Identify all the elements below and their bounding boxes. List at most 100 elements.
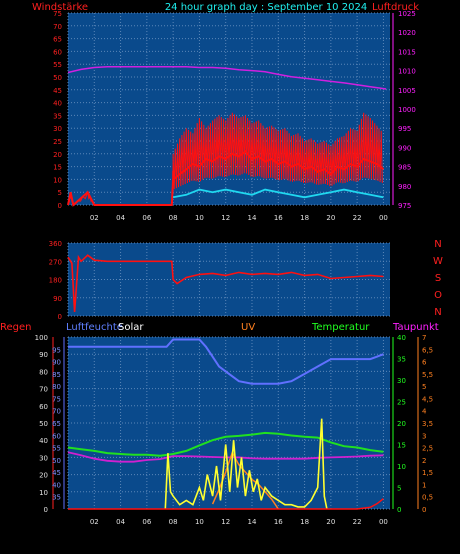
rain-ytick-label: 40 bbox=[39, 437, 48, 445]
wind-xtick-label: 12 bbox=[221, 214, 230, 222]
uv-ytick-label: 2,5 bbox=[422, 445, 433, 453]
pressure-ytick-label: 1010 bbox=[398, 68, 416, 76]
wind-ytick-label: 10 bbox=[53, 176, 62, 184]
wind-ytick-label: 45 bbox=[53, 87, 62, 95]
humidity-ytick-label: 95 bbox=[52, 346, 61, 354]
uv-ytick-label: 7 bbox=[422, 334, 426, 342]
wind-axis-label: Windstärke bbox=[32, 2, 88, 13]
pressure-ytick-label: 1000 bbox=[398, 106, 416, 114]
compass-label: N bbox=[434, 307, 441, 318]
rain-ytick-label: 60 bbox=[39, 403, 48, 411]
humidity-ytick-label: 75 bbox=[52, 395, 61, 403]
pressure-axis-label: Luftdruck bbox=[372, 2, 419, 13]
temperature-ytick-label: 10 bbox=[397, 463, 406, 471]
climate-xtick-label: 02 bbox=[90, 518, 99, 526]
temperature-ytick-label: 0 bbox=[397, 506, 401, 514]
uv-ytick-label: 6,5 bbox=[422, 346, 433, 354]
humidity-ytick-label: 90 bbox=[52, 359, 61, 367]
wind-xtick-label: 08 bbox=[169, 214, 178, 222]
wind-ytick-label: 70 bbox=[53, 23, 62, 31]
temperature-ytick-label: 30 bbox=[397, 377, 406, 385]
wind-ytick-label: 55 bbox=[53, 61, 62, 69]
wind-xtick-label: 00 bbox=[379, 214, 388, 222]
pressure-ytick-label: 975 bbox=[398, 202, 411, 210]
uv-ytick-label: 0 bbox=[422, 506, 426, 514]
pressure-ytick-label: 1015 bbox=[398, 48, 416, 56]
climate-xtick-label: 10 bbox=[195, 518, 204, 526]
solar-axis-label: Solar bbox=[118, 322, 144, 333]
solar-series bbox=[164, 418, 328, 510]
wind-ytick-label: 50 bbox=[53, 74, 62, 82]
climate-xtick-label: 20 bbox=[326, 518, 335, 526]
wind-xtick-label: 16 bbox=[274, 214, 283, 222]
direction-panel-background bbox=[68, 243, 390, 316]
humidity-axis-label: Luftfeuchte bbox=[66, 322, 123, 333]
wind-panel-background bbox=[68, 13, 390, 205]
temperature-ytick-label: 35 bbox=[397, 356, 406, 364]
direction-ytick-label: 270 bbox=[49, 258, 62, 266]
climate-xtick-label: 04 bbox=[116, 518, 125, 526]
dewpoint-axis-label: Taupunkt bbox=[392, 322, 439, 333]
rain-ytick-label: 70 bbox=[39, 386, 48, 394]
climate-xtick-label: 18 bbox=[300, 518, 309, 526]
rain-ytick-label: 50 bbox=[39, 420, 48, 428]
climate-xtick-label: 08 bbox=[169, 518, 178, 526]
temperature-ytick-label: 40 bbox=[397, 334, 406, 342]
compass-label: O bbox=[434, 290, 442, 301]
rain-ytick-label: 80 bbox=[39, 368, 48, 376]
uv-ytick-label: 4 bbox=[422, 408, 427, 416]
wind-xtick-label: 18 bbox=[300, 214, 309, 222]
wind-xtick-label: 10 bbox=[195, 214, 204, 222]
climate-xtick-label: 14 bbox=[248, 518, 257, 526]
humidity-ytick-label: 65 bbox=[52, 420, 61, 428]
wind-xtick-label: 14 bbox=[248, 214, 257, 222]
uv-ytick-label: 3,5 bbox=[422, 420, 433, 428]
temperature-ytick-label: 5 bbox=[397, 485, 401, 493]
chart-title: 24 hour graph day : September 10 2024 bbox=[165, 2, 367, 13]
wind-xtick-label: 22 bbox=[353, 214, 362, 222]
climate-xtick-label: 12 bbox=[221, 518, 230, 526]
pressure-ytick-label: 980 bbox=[398, 183, 411, 191]
wind-ytick-label: 5 bbox=[58, 189, 62, 197]
rain-ytick-label: 100 bbox=[35, 334, 48, 342]
wind-ytick-label: 0 bbox=[58, 202, 62, 210]
rain-ytick-label: 20 bbox=[39, 472, 48, 480]
humidity-ytick-label: 80 bbox=[52, 383, 61, 391]
wind-ytick-label: 30 bbox=[53, 125, 62, 133]
climate-xtick-label: 16 bbox=[274, 518, 283, 526]
humidity-ytick-label: 40 bbox=[52, 481, 61, 489]
humidity-ytick-label: 50 bbox=[52, 457, 61, 465]
uv-ytick-label: 1 bbox=[422, 481, 426, 489]
wind-xtick-label: 06 bbox=[142, 214, 151, 222]
humidity-ytick-label: 70 bbox=[52, 408, 61, 416]
uv-ytick-label: 3 bbox=[422, 432, 426, 440]
temperature-series bbox=[67, 431, 384, 457]
direction-ytick-label: 0 bbox=[58, 313, 62, 321]
rain-axis-label: Regen bbox=[0, 322, 32, 333]
humidity-ytick-label: 35 bbox=[52, 494, 61, 502]
humidity-series bbox=[68, 338, 384, 385]
wind-ytick-label: 60 bbox=[53, 48, 62, 56]
wind-ytick-label: 25 bbox=[53, 138, 62, 146]
uv-ytick-label: 6 bbox=[422, 359, 427, 367]
climate-xtick-label: 00 bbox=[379, 518, 388, 526]
rain-ytick-label: 30 bbox=[39, 454, 48, 462]
wind-xtick-label: 20 bbox=[326, 214, 335, 222]
dewpoint-series bbox=[67, 451, 384, 463]
wind-xtick-label: 04 bbox=[116, 214, 125, 222]
uv-series bbox=[211, 450, 279, 510]
uv-ytick-label: 1,5 bbox=[422, 469, 433, 477]
humidity-ytick-label: 55 bbox=[52, 445, 61, 453]
uv-ytick-label: 5 bbox=[422, 383, 426, 391]
direction-ytick-label: 360 bbox=[49, 240, 62, 248]
wind-xtick-label: 02 bbox=[90, 214, 99, 222]
wind-ytick-label: 35 bbox=[53, 112, 62, 120]
rain-ytick-label: 10 bbox=[39, 489, 48, 497]
temperature-ytick-label: 25 bbox=[397, 399, 406, 407]
humidity-ytick-label: 85 bbox=[52, 371, 61, 379]
wind-ytick-label: 15 bbox=[53, 164, 62, 172]
direction-ytick-label: 90 bbox=[53, 295, 62, 303]
rain-ytick-label: 0 bbox=[44, 506, 48, 514]
wind-direction-series bbox=[67, 254, 384, 312]
